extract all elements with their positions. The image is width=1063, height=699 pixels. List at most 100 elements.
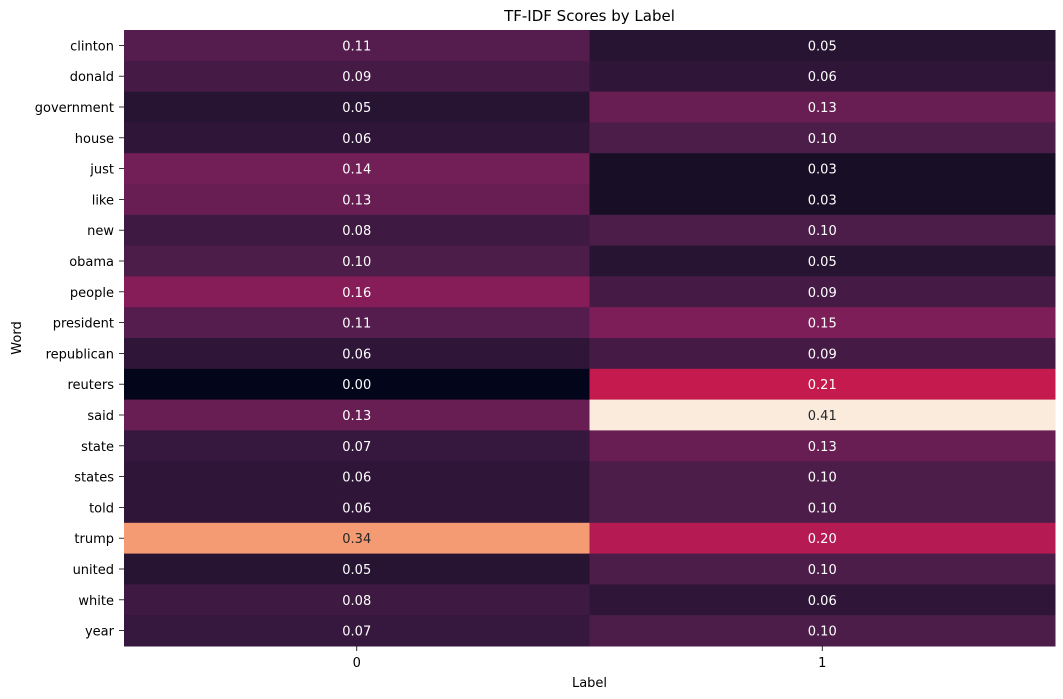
heatmap-cell [589,60,1056,93]
cell-value-label: 0.06 [342,501,371,516]
x-tick-label: 1 [818,656,826,671]
heatmap-cell [124,461,590,493]
y-tick-label: said [87,409,114,424]
cell-value-label: 0.13 [342,409,371,424]
cell-value-label: 0.07 [342,625,371,640]
heatmap-cell [589,584,1056,616]
cell-value-label: 0.11 [342,317,371,332]
cell-value-label: 0.10 [808,132,837,147]
heatmap-cell [589,399,1056,431]
heatmap-cell [589,276,1056,308]
cell-value-label: 0.10 [808,224,837,239]
cell-value-label: 0.11 [342,39,371,54]
heatmap-cell [589,338,1056,370]
cell-value-label: 0.14 [342,163,371,178]
y-tick-label: president [53,317,114,332]
y-tick-label: states [74,471,114,486]
heatmap-cell [124,60,590,93]
cell-value-label: 0.09 [342,70,371,85]
cell-value-label: 0.05 [808,39,837,54]
heatmap-cells: 0.11 0.05 0.09 0.06 0.05 0.13 0.06 0.10 0.14 0.03… [124,30,1056,647]
y-tick-label: obama [69,255,114,270]
cell-value-label: 0.06 [342,471,371,486]
heatmap-cell [589,214,1056,247]
cell-value-label: 0.09 [808,347,837,362]
cell-value-label: 0.05 [342,563,371,578]
chart-title: TF-IDF Scores by Label [503,7,675,25]
heatmap-cell [124,615,590,647]
heatmap-cell [124,30,590,62]
y-tick-label: government [35,101,114,116]
cell-value-label: 0.08 [342,224,371,239]
y-tick-label: just [89,163,114,178]
cell-value-label: 0.05 [808,255,837,270]
y-tick-label: republican [46,347,114,362]
heatmap-cell [124,368,590,401]
cell-value-label: 0.06 [342,132,371,147]
heatmap-cell [124,307,590,339]
cell-value-label: 0.10 [808,563,837,578]
y-tick-label: united [73,563,114,578]
cell-value-label: 0.03 [808,163,837,178]
heatmap-cell [589,122,1056,154]
x-axis-label: Label [572,676,607,691]
y-tick-label: white [78,594,114,609]
heatmap-cell [589,91,1056,123]
y-tick-label: trump [74,532,114,547]
heatmap-cell [124,245,590,277]
heatmap-cell [124,214,590,247]
y-tick-label: people [70,286,114,301]
heatmap-cell [589,522,1056,555]
y-tick-label: clinton [70,39,114,54]
cell-value-label: 0.10 [808,501,837,516]
cell-value-label: 0.16 [342,286,371,301]
cell-value-label: 0.10 [808,471,837,486]
heatmap-cell [124,430,590,462]
heatmap-cell [589,461,1056,493]
heatmap-cell [124,553,590,585]
cell-value-label: 0.06 [808,70,837,85]
heatmap-cell [124,399,590,431]
cell-value-label: 0.21 [808,378,837,393]
cell-value-label: 0.13 [808,101,837,116]
heatmap-cell [124,122,590,154]
cell-value-label: 0.10 [808,625,837,640]
y-tick-label: reuters [67,378,114,393]
heatmap-cell [589,368,1056,401]
y-tick-label: told [89,501,114,516]
y-tick-labels: clinton donald government house just like new o… [35,39,124,640]
heatmap-cell [124,153,590,185]
heatmap-cell [124,184,590,216]
cell-value-label: 0.09 [808,286,837,301]
x-tick-label: 0 [353,656,361,671]
heatmap-cell [124,522,590,555]
cell-value-label: 0.00 [342,378,371,393]
heatmap-cell [589,30,1056,62]
y-tick-label: new [87,224,114,239]
heatmap-cell [589,430,1056,462]
cell-value-label: 0.08 [342,594,371,609]
cell-value-label: 0.06 [808,594,837,609]
heatmap-cell [124,338,590,370]
y-tick-label: state [81,440,114,455]
heatmap-cell [589,307,1056,339]
cell-value-label: 0.03 [808,193,837,208]
heatmap-cell [589,184,1056,216]
cell-value-label: 0.07 [342,440,371,455]
y-tick-label: house [75,132,114,147]
heatmap-cell [589,153,1056,185]
y-axis-label: Word [10,321,25,354]
cell-value-label: 0.13 [808,440,837,455]
heatmap-cell [589,553,1056,585]
heatmap-cell [124,584,590,616]
heatmap-cell [589,245,1056,277]
heatmap-cell [124,276,590,308]
heatmap-cell [124,91,590,123]
y-tick-label: like [92,193,114,208]
cell-value-label: 0.10 [342,255,371,270]
heatmap-cell [589,615,1056,647]
cell-value-label: 0.06 [342,347,371,362]
cell-value-label: 0.34 [342,532,371,547]
cell-value-label: 0.15 [808,317,837,332]
